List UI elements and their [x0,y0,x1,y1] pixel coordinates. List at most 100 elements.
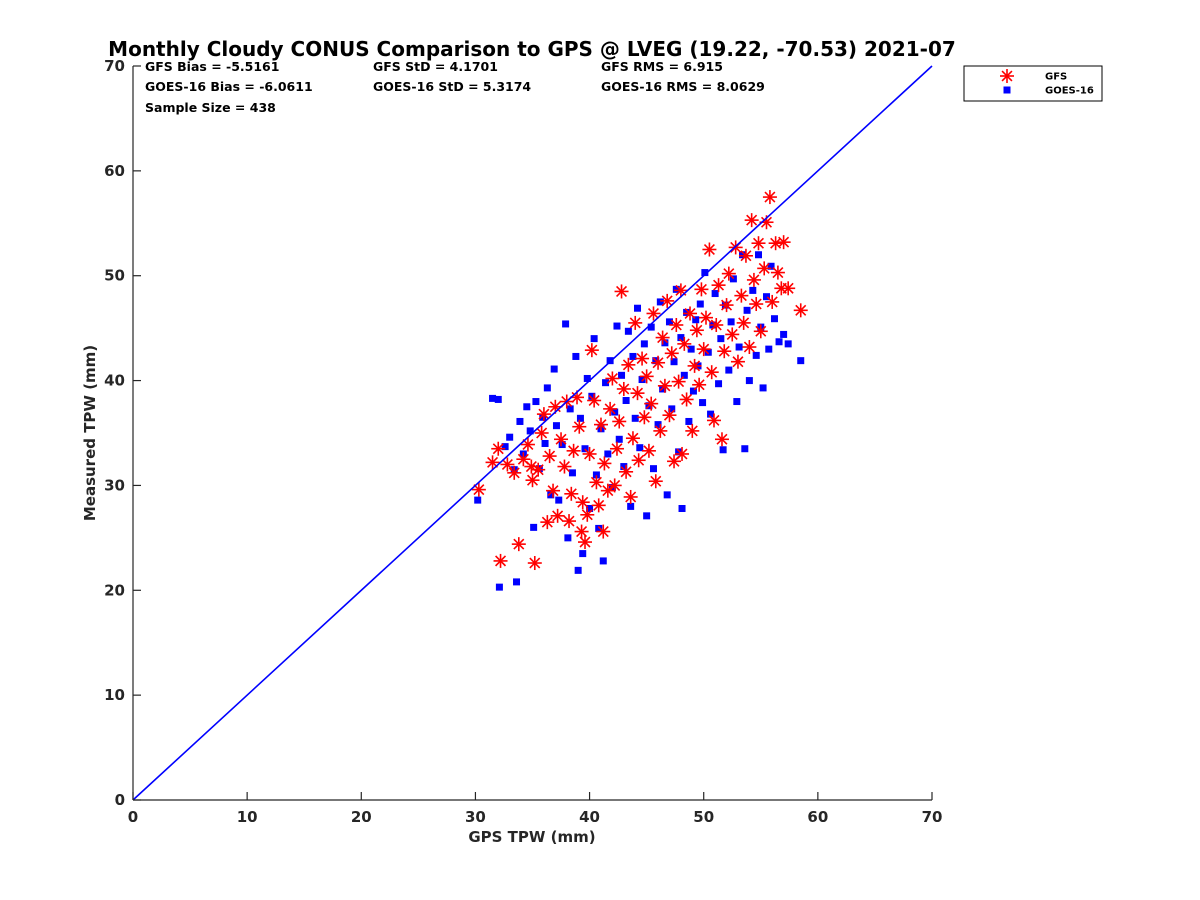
goes16-point [715,380,723,388]
goes16-point [707,410,715,418]
gfs-point [671,374,686,389]
gfs-point [694,282,709,297]
goes16-point [615,435,623,443]
goes16-point [654,421,662,429]
goes16-point [568,469,576,477]
goes16-point [775,338,783,346]
gfs-point [662,408,677,423]
goes16-point [743,306,751,314]
legend: GFS GOES-16 [963,65,1103,102]
gfs-point [709,317,724,332]
gfs-point [655,330,670,345]
goes16-point [675,448,683,456]
goes16-point [572,352,580,360]
gfs-point [648,474,663,489]
stat-text: Sample Size = 438 [145,100,276,115]
goes16-point [631,414,639,422]
gfs-point [751,236,766,251]
gfs-point [520,437,535,452]
gfs-point [635,351,650,366]
gfs-point [742,340,757,355]
gfs-point [762,190,777,205]
goes16-point [755,251,763,259]
gfs-point [702,242,717,257]
goes16-point [494,395,502,403]
gfs-point [706,413,721,428]
gfs-point [534,426,549,440]
goes16-point [523,403,531,411]
legend-gfs-marker [1000,69,1014,83]
gfs-point [596,524,611,539]
goes16-point [725,366,733,374]
goes16-point [699,399,707,407]
gfs-point [675,446,690,461]
gfs-point [614,284,629,299]
goes16-point [588,392,596,400]
goes16-point [562,320,570,328]
goes16-point [668,405,676,413]
gfs-point [749,297,764,312]
gfs-point [580,507,595,522]
goes16-point [550,365,558,373]
gfs-point [673,283,688,298]
goes16-point [501,443,509,451]
goes16-point [711,290,719,298]
goes16-point [506,433,514,441]
goes16-point [685,417,693,425]
y-tick-label: 60 [104,162,125,180]
gfs-point [540,515,555,530]
goes16-point [663,491,671,499]
goes16-point [680,371,688,379]
gfs-point [669,317,684,332]
gfs-point [628,315,643,330]
goes16-point [767,262,775,270]
goes16-point [539,413,547,421]
goes16-point [670,358,678,366]
gfs-point [507,465,522,480]
gfs-point [736,315,751,330]
stat-text: GOES-16 Bias = -6.0611 [145,79,313,94]
gfs-point [625,431,640,446]
gfs-point [631,453,646,468]
goes16-point [696,300,704,308]
goes16-point [765,345,773,353]
gfs-point [637,410,652,425]
gfs-point [704,365,719,380]
goes16-point [735,343,743,351]
x-tick-label: 40 [579,808,600,826]
y-tick-label: 70 [104,57,125,75]
gfs-point [746,272,761,287]
goes16-point [627,502,635,510]
goes16-point [558,441,566,449]
goes16-point [692,316,700,324]
goes16-point [629,352,637,360]
gfs-point [485,455,500,470]
gfs-point [511,537,526,552]
goes16-point [611,408,619,416]
goes16-point [717,335,725,343]
gfs-point [550,508,565,523]
legend-goes16-marker [1003,86,1011,94]
y-tick-label: 30 [104,476,125,494]
goes16-point [770,315,778,323]
goes16-point [672,285,680,293]
goes16-point [749,286,757,294]
one-to-one-reference-line [132,65,933,801]
x-tick-label: 20 [351,808,372,826]
gfs-point [584,343,599,358]
goes16-point [624,327,632,335]
gfs-point [574,524,589,539]
goes16-point [649,465,657,473]
goes16-point [647,323,655,331]
gfs-point [607,478,622,493]
goes16-point [701,269,709,277]
goes16-point [683,308,691,316]
legend-box [963,65,1103,102]
goes16-point [599,557,607,565]
gfs-point [578,535,593,550]
goes16-point [489,394,497,402]
gfs-point [692,377,707,392]
gfs-point [587,393,602,408]
goes16-point [513,578,521,586]
